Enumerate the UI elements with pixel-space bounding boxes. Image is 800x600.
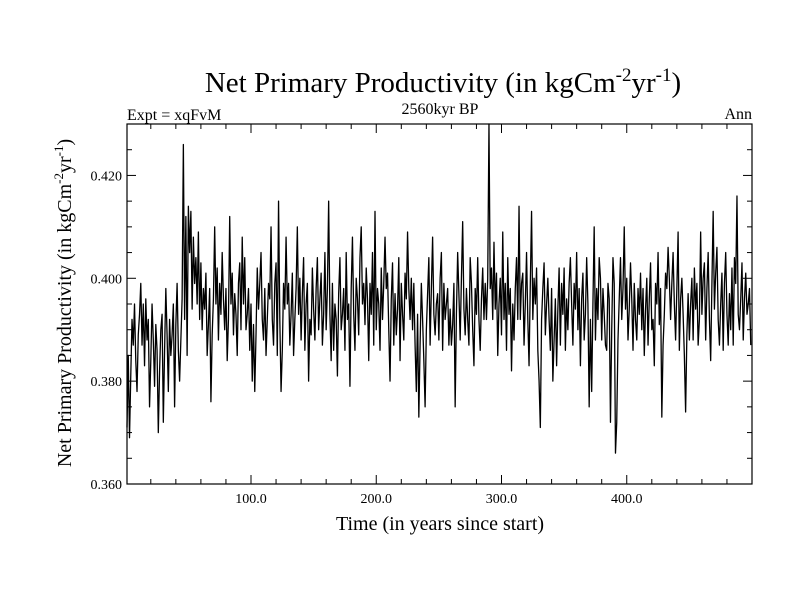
plot-frame xyxy=(126,123,753,485)
x-tick-label: 200.0 xyxy=(360,492,392,507)
y-tick-label: 0.360 xyxy=(91,478,123,493)
y-tick-label: 0.400 xyxy=(91,272,123,287)
y-tick-label: 0.420 xyxy=(91,169,123,184)
axis-tick-labels: 100.0 200.0 300.0 400.0 0.360 0.380 0.400 0.420 xyxy=(91,169,643,507)
x-tick-label: 100.0 xyxy=(235,492,267,507)
y-tick-label: 0.380 xyxy=(91,375,123,390)
chart-title: Net Primary Productivity (in kgCm-2yr-1) xyxy=(205,65,681,99)
series-group xyxy=(126,123,752,454)
x-tick-label: 300.0 xyxy=(486,492,518,507)
x-tick-label: 400.0 xyxy=(611,492,643,507)
series-line-npp xyxy=(126,123,752,454)
x-axis-label: Time (in years since start) xyxy=(336,513,544,535)
y-axis-label: Net Primary Productivity (in kgCm-2yr-1) xyxy=(51,139,76,467)
subtitle-experiment: Expt = xqFvM xyxy=(127,107,221,124)
subtitle-season: Ann xyxy=(724,106,752,123)
subtitle-period: 2560kyr BP xyxy=(402,101,479,118)
